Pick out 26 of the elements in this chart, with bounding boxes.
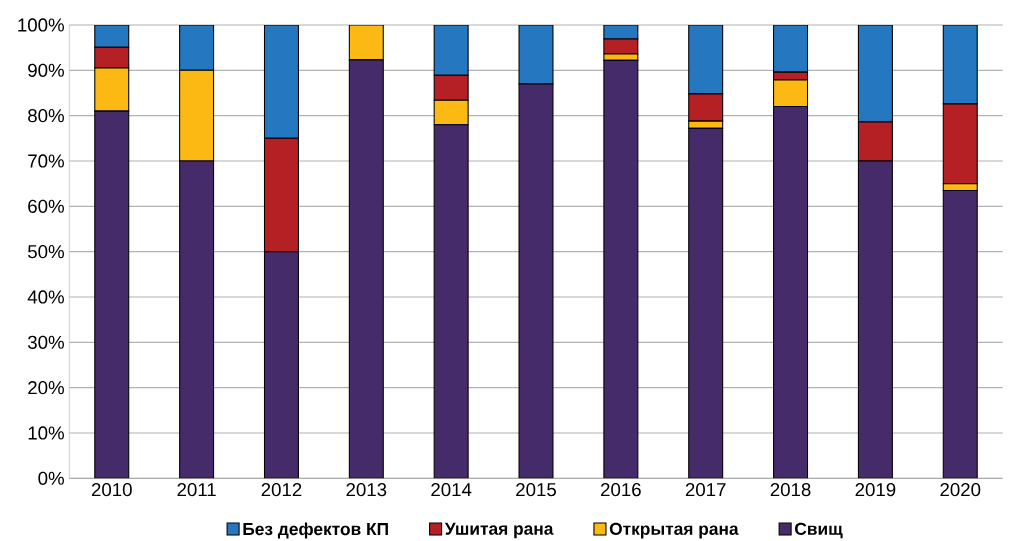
- y-tick-label: 10%: [28, 426, 64, 440]
- legend-label: Ушитая рана: [444, 522, 554, 539]
- x-tick-label: 2012: [261, 483, 302, 497]
- y-tick-label: 20%: [28, 381, 64, 395]
- legend-label: Свищ: [795, 522, 843, 539]
- y-tick-label: 40%: [27, 290, 64, 304]
- x-tick-label: 2014: [431, 483, 472, 497]
- legend-label: Без дефектов КП: [243, 522, 388, 539]
- y-tick-label: 70%: [28, 154, 64, 168]
- y-tick-label: 60%: [28, 199, 64, 213]
- y-tick-label: 0%: [38, 471, 64, 485]
- y-tick-label: 30%: [27, 335, 64, 349]
- x-tick-label: 2018: [770, 483, 811, 497]
- x-tick-label: 2019: [855, 483, 896, 497]
- x-tick-label: 2010: [91, 483, 132, 497]
- y-tick-label: 100%: [18, 18, 64, 32]
- legend-label: Открытая рана: [609, 522, 739, 539]
- x-tick-label: 2017: [685, 483, 726, 497]
- y-tick-label: 90%: [28, 63, 64, 77]
- x-tick-label: 2016: [601, 483, 641, 497]
- x-tick-label: 2020: [940, 483, 981, 497]
- x-tick-label: 2011: [177, 483, 216, 497]
- x-tick-label: 2013: [346, 483, 387, 497]
- y-tick-label: 50%: [28, 245, 64, 259]
- y-tick-label: 80%: [28, 109, 64, 123]
- x-tick-label: 2015: [516, 483, 556, 497]
